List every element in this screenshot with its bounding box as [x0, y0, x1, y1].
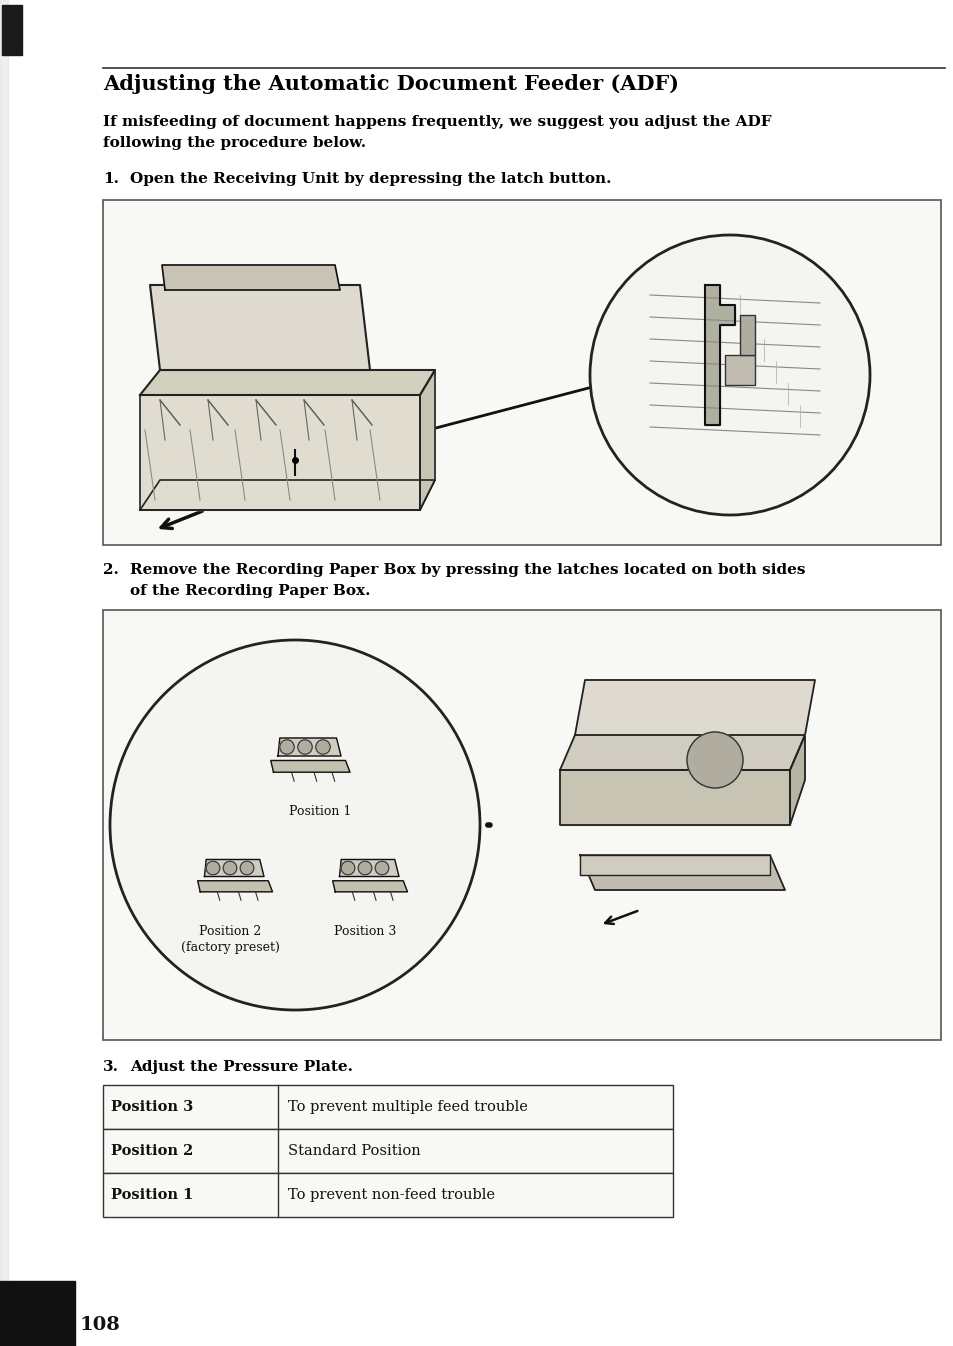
- Bar: [0, 0, 8, 1346]
- Circle shape: [589, 236, 869, 516]
- Text: Standard Position: Standard Position: [288, 1144, 420, 1158]
- Text: Position 1: Position 1: [289, 805, 351, 818]
- Bar: [740, 315, 754, 355]
- Bar: [103, 1085, 672, 1129]
- Polygon shape: [140, 394, 419, 510]
- Polygon shape: [197, 880, 273, 892]
- Text: 108: 108: [80, 1316, 121, 1334]
- Polygon shape: [277, 738, 340, 756]
- Circle shape: [297, 740, 312, 754]
- Text: 3.: 3.: [103, 1061, 119, 1074]
- Circle shape: [375, 861, 389, 875]
- Text: Remove the Recording Paper Box by pressing the latches located on both sides: Remove the Recording Paper Box by pressi…: [130, 563, 804, 577]
- Polygon shape: [419, 370, 435, 510]
- Text: To prevent non-feed trouble: To prevent non-feed trouble: [288, 1189, 495, 1202]
- Polygon shape: [559, 770, 789, 825]
- Bar: [2, 5, 22, 55]
- Circle shape: [315, 740, 330, 754]
- Text: Adjusting the Automatic Document Feeder (ADF): Adjusting the Automatic Document Feeder …: [103, 74, 679, 94]
- Text: To prevent multiple feed trouble: To prevent multiple feed trouble: [288, 1100, 527, 1114]
- Circle shape: [341, 861, 355, 875]
- Circle shape: [279, 740, 294, 754]
- Polygon shape: [162, 265, 339, 289]
- Text: Adjust the Pressure Plate.: Adjust the Pressure Plate.: [130, 1061, 353, 1074]
- Text: Position 3: Position 3: [334, 925, 395, 938]
- Text: Position 2: Position 2: [111, 1144, 193, 1158]
- Circle shape: [223, 861, 236, 875]
- Text: Position 3: Position 3: [111, 1100, 193, 1114]
- Polygon shape: [271, 760, 350, 773]
- Polygon shape: [704, 285, 734, 425]
- Text: of the Recording Paper Box.: of the Recording Paper Box.: [130, 584, 370, 598]
- Polygon shape: [333, 880, 407, 892]
- Text: 1.: 1.: [103, 172, 119, 186]
- Text: Position 1: Position 1: [111, 1189, 193, 1202]
- Bar: [103, 1129, 672, 1172]
- Circle shape: [110, 639, 479, 1010]
- Text: Position 2
(factory preset): Position 2 (factory preset): [180, 925, 279, 954]
- Polygon shape: [789, 735, 804, 825]
- Polygon shape: [579, 855, 769, 875]
- Circle shape: [686, 732, 742, 787]
- Polygon shape: [579, 855, 784, 890]
- Text: If misfeeding of document happens frequently, we suggest you adjust the ADF: If misfeeding of document happens freque…: [103, 114, 771, 129]
- Bar: [103, 201, 940, 545]
- Polygon shape: [339, 860, 398, 876]
- Polygon shape: [559, 735, 804, 770]
- Polygon shape: [204, 860, 264, 876]
- Text: following the procedure below.: following the procedure below.: [103, 136, 366, 149]
- Bar: [103, 1172, 672, 1217]
- Text: Open the Receiving Unit by depressing the latch button.: Open the Receiving Unit by depressing th…: [130, 172, 611, 186]
- Bar: [724, 355, 754, 385]
- Polygon shape: [150, 285, 370, 370]
- Bar: [103, 610, 940, 1040]
- Bar: [0, 1281, 75, 1346]
- Polygon shape: [140, 481, 435, 510]
- Circle shape: [357, 861, 372, 875]
- Polygon shape: [575, 680, 814, 735]
- Text: 2.: 2.: [103, 563, 119, 577]
- Polygon shape: [140, 370, 435, 394]
- Circle shape: [240, 861, 253, 875]
- Circle shape: [206, 861, 219, 875]
